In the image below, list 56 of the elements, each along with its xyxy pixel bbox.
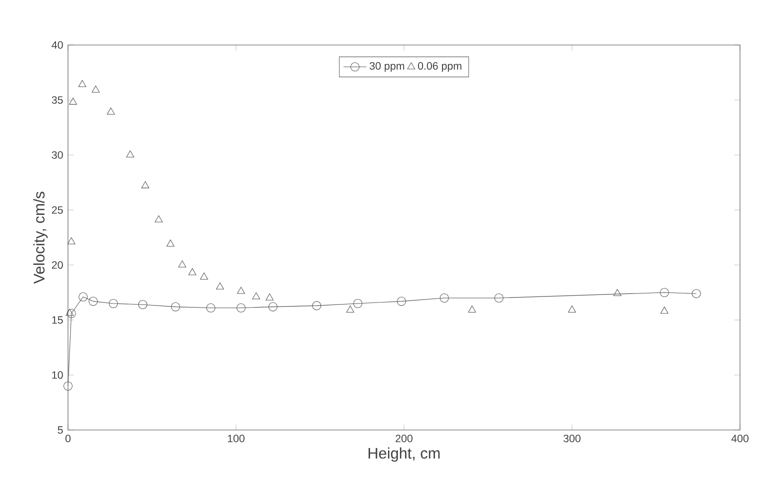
point (660, 288, 669, 298)
point (206, 303, 216, 312)
point (66, 308, 74, 316)
point (178, 260, 186, 268)
y-tick-label: 40 (52, 41, 63, 49)
point (660, 306, 668, 314)
point (67, 237, 76, 244)
y-tick-label: 25 (52, 206, 63, 214)
point (200, 272, 208, 280)
x-tick-label: 400 (731, 434, 748, 442)
point (126, 150, 134, 158)
point (170, 302, 180, 312)
x-tick-label: 200 (396, 434, 412, 442)
point (69, 98, 78, 105)
point (252, 292, 260, 300)
legend-label: 0.06 ppm (418, 62, 462, 72)
point (312, 301, 322, 310)
y-axis-title: Velocity, cm/s (33, 192, 48, 284)
point (66, 308, 76, 318)
point (494, 293, 504, 303)
y-tick-label: 20 (52, 261, 63, 269)
point (92, 86, 100, 92)
y-tick-label: 10 (52, 371, 63, 379)
point (268, 302, 278, 312)
point (141, 181, 150, 188)
point (266, 293, 274, 300)
point (692, 289, 701, 298)
point (154, 215, 163, 222)
point (216, 282, 224, 290)
legend-label: 30 ppm (370, 62, 404, 72)
point (78, 80, 86, 87)
x-axis-title: Height, cm (368, 447, 440, 462)
point (78, 292, 88, 302)
y-tick-label: 30 (52, 151, 63, 159)
point (613, 289, 622, 296)
point (108, 298, 118, 308)
point (568, 306, 576, 312)
point (188, 268, 196, 276)
x-tick-label: 0 (65, 434, 71, 442)
y-tick-label: 15 (52, 316, 63, 324)
point (166, 240, 174, 247)
point (138, 300, 148, 310)
point (237, 286, 246, 294)
point (396, 296, 406, 306)
x-tick-label: 300 (564, 434, 580, 442)
point (346, 306, 354, 312)
point (88, 296, 98, 306)
point (236, 303, 246, 312)
y-tick-label: 35 (52, 96, 63, 104)
point (440, 293, 449, 303)
point (63, 381, 73, 391)
y-tick-label: 5 (58, 426, 63, 434)
point (106, 108, 115, 114)
point (353, 298, 362, 308)
x-tick-label: 100 (228, 434, 244, 442)
point (468, 306, 476, 312)
